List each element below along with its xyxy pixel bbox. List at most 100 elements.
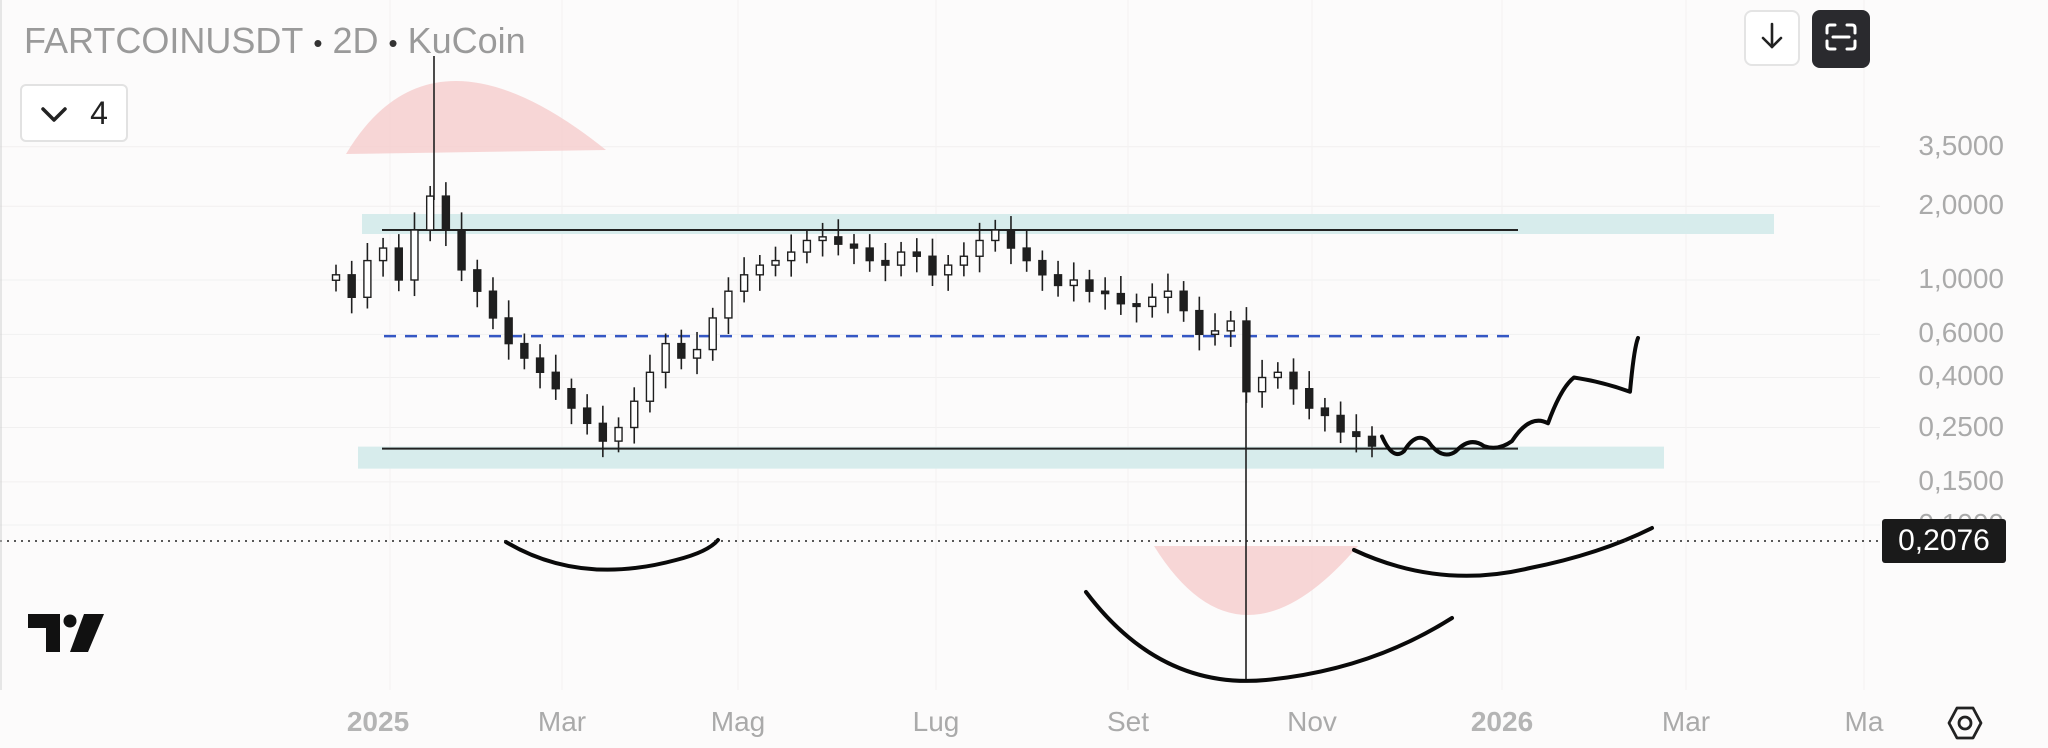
candles <box>331 56 1377 680</box>
candle-body <box>1069 279 1078 287</box>
candle-body <box>739 274 749 292</box>
price-tick-label: 0,6000 <box>1918 317 2004 349</box>
candle-body <box>425 195 435 231</box>
drawn-price-projection <box>1380 336 1640 457</box>
candle-body <box>912 251 921 257</box>
candle-body <box>1148 296 1157 308</box>
candle-body <box>1038 259 1047 276</box>
candle-body <box>347 274 356 298</box>
candle-body <box>692 348 702 359</box>
candle-body <box>394 247 403 281</box>
indicator-count: 4 <box>90 94 108 131</box>
candle-body <box>896 251 906 266</box>
symbol-interval: 2D <box>332 20 379 61</box>
candle-body <box>943 264 953 276</box>
candle-body <box>630 400 639 429</box>
candle-body <box>1195 309 1204 336</box>
time-tick-label: Mar <box>1661 706 1711 737</box>
candle-body <box>520 342 529 359</box>
time-tick-label: Ma <box>1844 706 1884 737</box>
candle-body <box>787 251 796 262</box>
candle-body <box>457 229 466 271</box>
candle-body <box>677 342 686 359</box>
candle-body <box>378 247 388 262</box>
download-button[interactable] <box>1744 10 1800 66</box>
time-tick-label: 2026 <box>1470 706 1534 737</box>
candle-body <box>1320 407 1330 417</box>
drawn-deep-arc <box>1084 590 1454 683</box>
candle-body <box>881 259 890 266</box>
candle-body <box>1163 290 1173 298</box>
candle-body <box>1289 371 1298 390</box>
support-zone <box>358 446 1664 469</box>
price-tick-label: 2,0000 <box>1918 189 2004 221</box>
candle-body <box>1210 330 1220 336</box>
current-price-label: 0,2076 <box>1882 519 2006 563</box>
candle-body <box>614 426 623 442</box>
price-tick-label: 1,0000 <box>1918 263 2004 294</box>
candle-body <box>1367 435 1377 447</box>
candle-body <box>363 259 372 298</box>
candle-body <box>1116 292 1126 305</box>
candle-body <box>959 255 969 266</box>
candle-body <box>991 229 1000 242</box>
price-tick-label: 0,4000 <box>1918 360 2004 392</box>
candle-body <box>865 247 874 262</box>
candle-body <box>1085 279 1094 292</box>
candle-body <box>1305 388 1314 409</box>
arrow-down-icon <box>1759 21 1785 56</box>
candle-body <box>598 422 608 442</box>
candle-body <box>410 229 419 281</box>
time-tick-label: 2025 <box>346 706 410 737</box>
candle-body <box>535 357 545 374</box>
candle-body <box>1053 274 1063 287</box>
candle-body <box>473 269 482 292</box>
candle-body <box>724 290 733 319</box>
symbol-name: FARTCOINUSDT <box>24 20 304 61</box>
candle-body <box>551 371 560 390</box>
candle-body <box>1100 290 1110 295</box>
drawn-recovery-arc <box>1352 526 1654 578</box>
price-tick-label: 3,5000 <box>1918 129 2004 161</box>
time-tick-label: Nov <box>1287 706 1337 737</box>
candle-body <box>1273 371 1283 379</box>
candle-body <box>975 239 984 257</box>
symbol-title: FARTCOINUSDT • 2D • KuCoin <box>24 20 526 62</box>
candle-body <box>1352 431 1361 438</box>
time-tick-label: Mag <box>710 706 766 737</box>
top-arc-highlight <box>346 80 606 154</box>
candle-body <box>1257 376 1267 393</box>
price-tick-label: 0,1500 <box>1918 464 2004 496</box>
candle-body <box>1226 320 1235 332</box>
candle-body <box>834 236 843 245</box>
title-separator: • <box>313 27 323 58</box>
fullscreen-icon <box>1824 22 1858 57</box>
candle-body <box>708 317 717 351</box>
candle-body <box>1022 247 1031 262</box>
candle-body <box>661 342 670 374</box>
candle-body <box>567 388 576 409</box>
drawn-support-arc <box>504 538 720 572</box>
candle-body <box>1006 229 1016 249</box>
candle-body <box>928 255 937 276</box>
time-tick-label: Set <box>1106 706 1150 737</box>
candle-body <box>441 195 451 231</box>
fullscreen-button[interactable] <box>1812 10 1870 68</box>
zones <box>346 80 1774 615</box>
gear-icon[interactable] <box>1946 704 1984 747</box>
symbol-exchange: KuCoin <box>407 20 526 61</box>
tradingview-logo-icon[interactable] <box>28 614 104 657</box>
candle-body <box>818 236 827 242</box>
title-separator: • <box>388 27 398 58</box>
grid <box>0 146 1880 526</box>
candle-body <box>582 407 592 425</box>
time-tick-label: Mar <box>537 706 587 737</box>
candle-body <box>488 290 498 319</box>
candle-body <box>1179 290 1188 312</box>
candle-body <box>645 371 655 402</box>
candle-body <box>504 317 513 345</box>
candle-body <box>771 259 780 266</box>
indicators-toggle-button[interactable]: 4 <box>20 84 128 142</box>
time-tick-label: Lug <box>912 706 960 737</box>
